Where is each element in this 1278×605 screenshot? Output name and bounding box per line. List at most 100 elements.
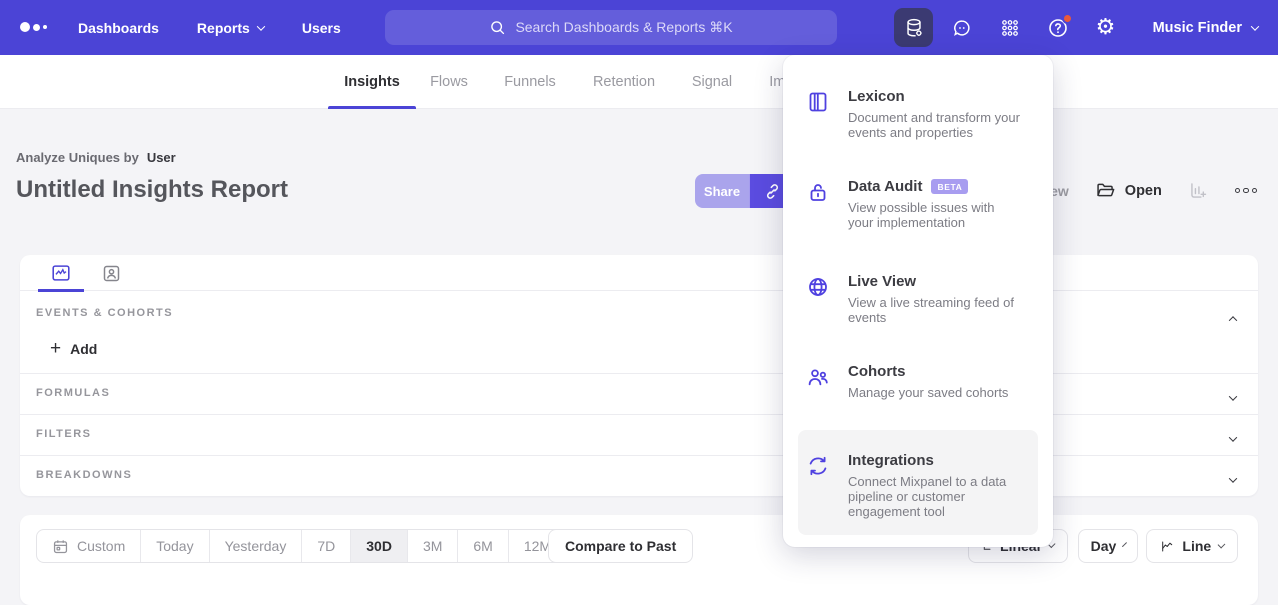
range-yesterday[interactable]: Yesterday	[210, 530, 303, 562]
range-custom[interactable]: Custom	[37, 530, 142, 562]
analyze-entity[interactable]: User	[146, 150, 176, 165]
menu-item-live-view[interactable]: Live View View a live streaming feed of …	[798, 273, 1038, 325]
date-range-control: Custom Today Yesterday 7D 30D 3M 6M 12M	[36, 529, 568, 563]
query-builder-card: EVENTS & COHORTS + Add FORMULAS FILTERS …	[20, 255, 1258, 496]
navbar-icon-group: ⚙	[894, 8, 1125, 47]
folder-icon	[1097, 183, 1115, 197]
section-breakdowns[interactable]: BREAKDOWNS	[36, 469, 133, 481]
menu-item-description: View possible issues with your implement…	[848, 200, 995, 231]
open-button[interactable]: Open	[1095, 180, 1162, 201]
range-6m[interactable]: 6M	[458, 530, 509, 562]
tab-signal[interactable]: Signal	[686, 55, 738, 109]
chevron-up-icon[interactable]	[1228, 309, 1238, 327]
range-label: Today	[156, 538, 194, 554]
range-30d[interactable]: 30D	[351, 530, 408, 562]
breadcrumb: Analyze Uniques by User	[16, 150, 176, 165]
nav-reports-label: Reports	[196, 19, 250, 36]
chevron-down-icon	[256, 21, 266, 31]
section-events-cohorts[interactable]: EVENTS & COHORTS	[36, 307, 174, 319]
help-button[interactable]	[1038, 8, 1077, 47]
nav-dashboards[interactable]: Dashboards	[78, 20, 159, 36]
data-management-menu: Lexicon Document and transform your even…	[783, 55, 1053, 547]
tab-metrics-chart[interactable]	[36, 255, 86, 292]
add-event-button[interactable]: + Add	[50, 339, 97, 358]
lexicon-book-icon	[806, 88, 830, 140]
range-7d[interactable]: 7D	[302, 530, 352, 562]
tab-label: Funnels	[504, 74, 556, 90]
gear-icon: ⚙	[1095, 14, 1116, 40]
tab-funnels[interactable]: Funnels	[498, 55, 562, 109]
add-to-board-icon[interactable]	[1188, 180, 1209, 201]
tab-label: Signal	[691, 74, 733, 90]
range-12m[interactable]: 12M	[509, 530, 566, 562]
tab-label: Retention	[592, 74, 656, 90]
compare-to-past-button[interactable]: Compare to Past	[548, 529, 694, 563]
range-3m[interactable]: 3M	[408, 530, 459, 562]
menu-item-title: Data Audit	[848, 178, 923, 195]
nav-users-label: Users	[301, 19, 341, 36]
search-input[interactable]: Search Dashboards & Reports ⌘K	[385, 10, 837, 45]
open-label: Open	[1124, 182, 1162, 199]
add-label: Add	[70, 340, 98, 357]
chevron-down-icon[interactable]	[1228, 429, 1238, 447]
question-mark-icon	[1048, 18, 1067, 37]
chart-toolbar-card: Custom Today Yesterday 7D 30D 3M 6M 12M …	[20, 515, 1258, 605]
range-label: Custom	[77, 538, 126, 554]
primary-nav: Dashboards Reports Users	[78, 0, 341, 55]
beta-badge: BETA	[931, 179, 969, 194]
chart-type-dropdown[interactable]: Line	[1146, 529, 1238, 563]
menu-item-title: Lexicon	[848, 88, 905, 105]
chevron-down-icon[interactable]	[1228, 388, 1238, 406]
interval-label: Day	[1090, 538, 1117, 554]
menu-item-title: Integrations	[848, 452, 934, 469]
menu-item-description: View a live streaming feed of events	[848, 295, 1014, 326]
workspace-name: Music Finder	[1152, 19, 1242, 36]
line-chart-tab-icon	[52, 265, 70, 281]
nav-reports[interactable]: Reports	[196, 19, 266, 36]
menu-item-lexicon[interactable]: Lexicon Document and transform your even…	[798, 88, 1038, 140]
speech-bubble-icon	[953, 19, 970, 36]
chart-type-label: Line	[1182, 538, 1212, 554]
people-icon	[806, 363, 830, 400]
settings-button[interactable]: ⚙	[1086, 8, 1125, 47]
more-options-button[interactable]	[1234, 187, 1258, 194]
menu-item-cohorts[interactable]: Cohorts Manage your saved cohorts	[798, 363, 1038, 400]
tab-retention[interactable]: Retention	[583, 55, 665, 109]
data-management-button[interactable]	[894, 8, 933, 47]
nav-users[interactable]: Users	[302, 20, 341, 36]
menu-item-data-audit[interactable]: Data Audit BETA View possible issues with…	[798, 178, 1038, 230]
apps-grid-button[interactable]	[990, 8, 1029, 47]
workspace-switcher[interactable]: Music Finder	[1152, 0, 1260, 55]
menu-item-description: Manage your saved cohorts	[848, 385, 1009, 400]
share-label: Share	[703, 183, 741, 199]
chevron-down-icon	[1250, 21, 1260, 31]
notification-dot	[1062, 13, 1073, 24]
range-today[interactable]: Today	[141, 530, 210, 562]
share-button[interactable]: Share	[695, 174, 749, 208]
menu-item-description: Connect Mixpanel to a data pipeline or c…	[848, 474, 1007, 520]
tab-flows[interactable]: Flows	[423, 55, 475, 109]
tab-insights[interactable]: Insights	[328, 55, 416, 109]
chevron-down-icon	[1217, 540, 1226, 549]
sync-arrows-icon	[806, 452, 830, 535]
calendar-icon	[53, 539, 68, 553]
menu-item-integrations[interactable]: Integrations Connect Mixpanel to a data …	[798, 430, 1038, 535]
grid-icon	[1001, 19, 1018, 36]
menu-item-description: Document and transform your events and p…	[848, 110, 1020, 141]
search-icon	[491, 21, 505, 35]
mixpanel-logo-icon[interactable]	[20, 22, 47, 32]
page-title[interactable]: Untitled Insights Report	[16, 176, 288, 203]
interval-dropdown[interactable]: Day	[1078, 529, 1138, 563]
line-chart-icon	[1162, 540, 1173, 552]
range-label: 12M	[523, 538, 552, 554]
chevron-down-icon[interactable]	[1228, 470, 1238, 488]
tab-profiles[interactable]	[86, 255, 136, 291]
lock-icon	[806, 178, 830, 230]
section-formulas[interactable]: FORMULAS	[36, 387, 111, 399]
analyze-label: Analyze Uniques by	[16, 150, 139, 165]
section-filters[interactable]: FILTERS	[36, 428, 92, 440]
range-label: Yesterday	[224, 538, 287, 554]
range-label: 3M	[422, 538, 443, 554]
globe-icon	[806, 273, 830, 325]
messages-button[interactable]	[942, 8, 981, 47]
